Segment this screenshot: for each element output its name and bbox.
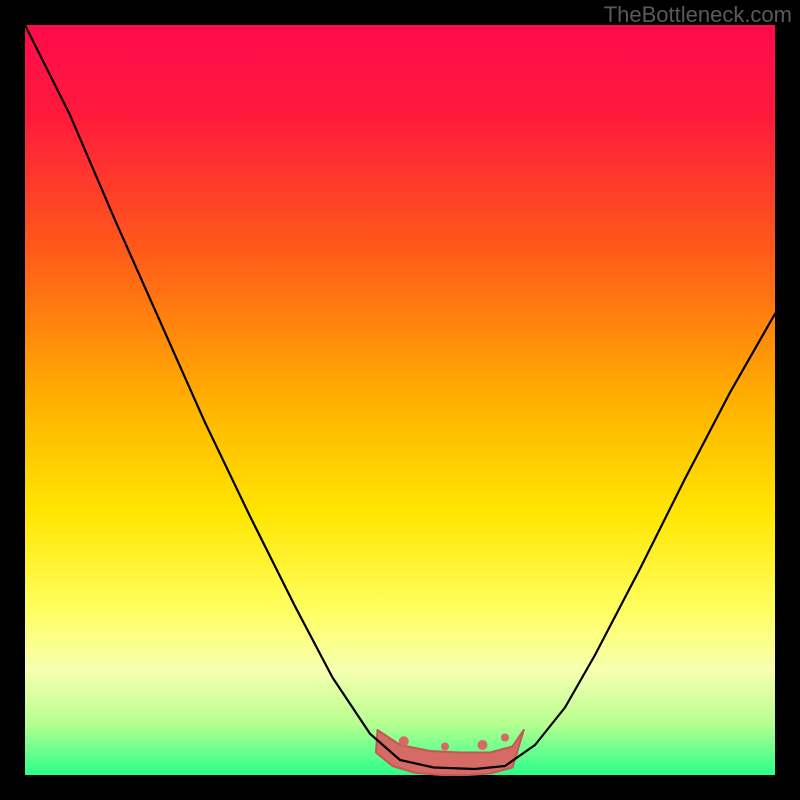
bottleneck-chart xyxy=(0,0,800,800)
chart-frame: TheBottleneck.com xyxy=(0,0,800,800)
plot-background xyxy=(25,25,775,775)
watermark-text: TheBottleneck.com xyxy=(604,2,792,28)
